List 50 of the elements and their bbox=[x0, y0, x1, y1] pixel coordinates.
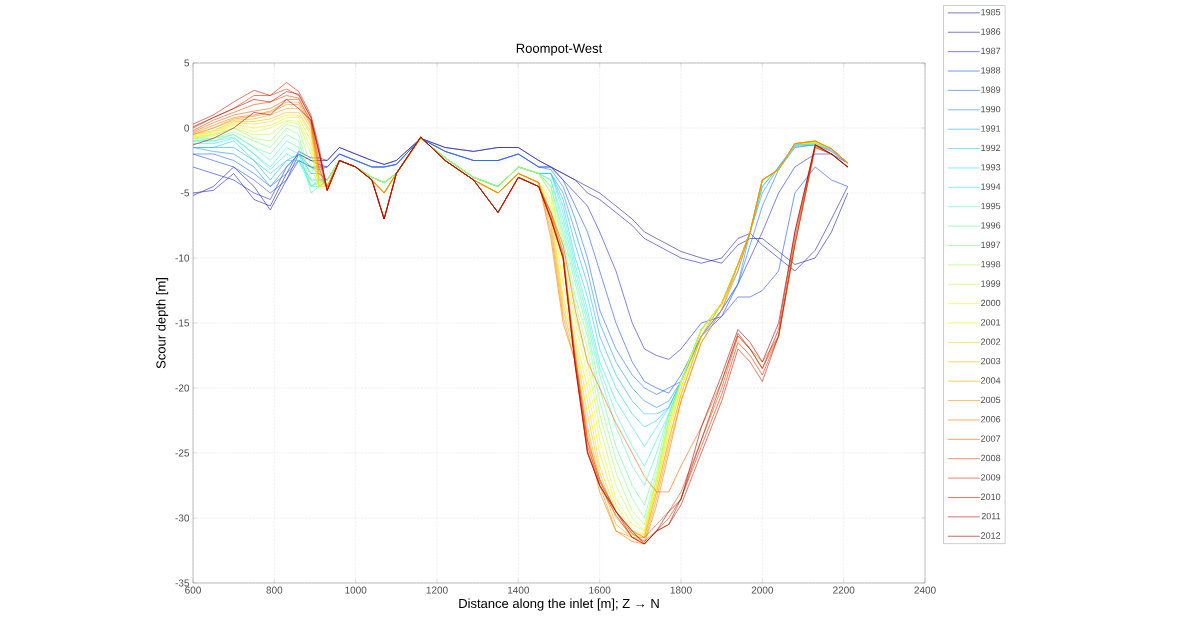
y-tick-label: 5 bbox=[184, 59, 190, 67]
x-tick-label: 1800 bbox=[670, 586, 692, 594]
legend-label: 2009 bbox=[981, 474, 1001, 481]
legend-label: 2002 bbox=[981, 338, 1001, 345]
x-tick-label: 1000 bbox=[345, 586, 367, 594]
x-tick-label: 1600 bbox=[589, 586, 611, 594]
legend-label: 1987 bbox=[981, 47, 1001, 55]
y-tick-label: -15 bbox=[175, 319, 190, 327]
legend-label: 2008 bbox=[981, 454, 1001, 462]
legend-label: 1996 bbox=[981, 222, 1001, 229]
legend-label: 1991 bbox=[981, 125, 1001, 132]
y-tick-label: -10 bbox=[175, 254, 190, 262]
y-tick-label: -20 bbox=[175, 384, 190, 392]
legend-label: 2007 bbox=[981, 435, 1001, 442]
legend-label: 1999 bbox=[981, 280, 1001, 287]
y-tick-label: -35 bbox=[175, 579, 190, 587]
legend-label: 1994 bbox=[981, 183, 1001, 190]
legend-label: 1993 bbox=[981, 164, 1001, 171]
y-axis-title: Scour depth [m] bbox=[156, 278, 169, 369]
legend-label: 1985 bbox=[981, 8, 1001, 16]
y-tick-label: 0 bbox=[184, 124, 190, 132]
y-tick-label: -30 bbox=[175, 514, 190, 522]
legend-label: 1992 bbox=[981, 144, 1001, 152]
legend-label: 2006 bbox=[981, 416, 1001, 423]
legend-label: 2004 bbox=[981, 377, 1001, 384]
legend-label: 2012 bbox=[981, 532, 1001, 539]
chart-title: Roompot-West bbox=[516, 43, 603, 56]
x-tick-label: 1200 bbox=[426, 586, 448, 594]
legend-label: 1998 bbox=[981, 260, 1001, 268]
x-tick-label: 600 bbox=[185, 586, 201, 594]
legend-label: 2005 bbox=[981, 396, 1001, 404]
legend-label: 1997 bbox=[981, 241, 1001, 248]
x-tick-label: 800 bbox=[266, 586, 283, 594]
legend-label: 2010 bbox=[981, 493, 1001, 500]
legend-label: 1988 bbox=[981, 67, 1001, 74]
legend-label: 1995 bbox=[981, 202, 1001, 210]
legend-label: 2003 bbox=[981, 357, 1001, 365]
legend-label: 2011 bbox=[981, 512, 1001, 520]
legend-label: 1986 bbox=[981, 28, 1001, 35]
legend-label: 1989 bbox=[981, 86, 1001, 93]
legend-label: 1990 bbox=[981, 105, 1001, 113]
y-tick-label: -5 bbox=[181, 189, 190, 197]
y-tick-label: -25 bbox=[175, 449, 190, 457]
x-tick-label: 2400 bbox=[914, 586, 936, 594]
x-tick-label: 2000 bbox=[751, 586, 774, 594]
x-tick-label: 2200 bbox=[833, 586, 855, 594]
x-tick-label: 1400 bbox=[507, 586, 530, 594]
legend-label: 2001 bbox=[981, 319, 1001, 326]
x-axis-title: Distance along the inlet [m]; Z → N bbox=[459, 598, 659, 611]
legend-label: 2000 bbox=[981, 299, 1001, 307]
